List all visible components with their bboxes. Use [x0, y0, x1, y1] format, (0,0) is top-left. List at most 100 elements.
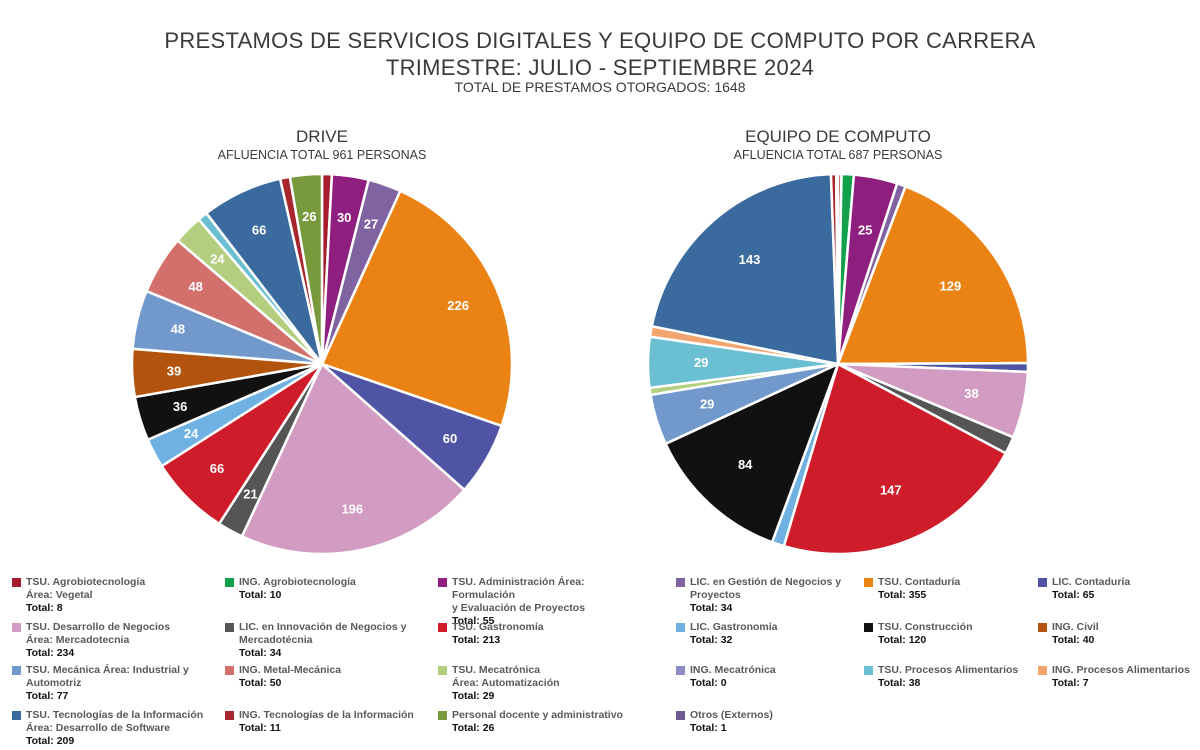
legend-total: Total: 10 [239, 589, 282, 601]
drive-slice-label: 36 [173, 399, 187, 414]
legend-total: Total: 355 [878, 589, 927, 601]
legend-item: ING. Mecatrónica Total: 0 [676, 664, 876, 690]
legend-total: Total: 65 [1052, 589, 1095, 601]
legend-swatch [225, 711, 234, 720]
legend-item: TSU. Tecnologías de la Información Área:… [12, 709, 212, 748]
legend-swatch [225, 578, 234, 587]
legend-total: Total: 29 [452, 690, 495, 702]
drive-slice-label: 196 [341, 502, 363, 517]
legend-swatch [225, 623, 234, 632]
legend-item: LIC. en Innovación de Negocios y Mercado… [225, 621, 425, 660]
legend-label: LIC. Gastronomía [690, 621, 778, 633]
drive-slice-label: 39 [167, 364, 181, 379]
equipo-slice-label: 129 [940, 279, 962, 294]
legend-swatch [438, 623, 447, 632]
legend-label: TSU. Agrobiotecnología Área: Vegetal [26, 576, 146, 601]
legend-label: Otros (Externos) [690, 709, 773, 721]
legend-item: TSU. Desarrollo de Negocios Área: Mercad… [12, 621, 212, 660]
legend-swatch [12, 666, 21, 675]
legend-total: Total: 213 [452, 634, 501, 646]
legend-total: Total: 8 [26, 602, 63, 614]
drive-slice-label: 26 [302, 209, 316, 224]
legend-item: TSU. Contaduría Total: 355 [864, 576, 1064, 602]
equipo-slice-label: 84 [738, 457, 753, 472]
equipo-slice-label: 29 [694, 355, 708, 370]
equipo-slice-label: 147 [880, 483, 902, 498]
legend-total: Total: 7 [1052, 677, 1089, 689]
legend-swatch [438, 666, 447, 675]
drive-chart-title: DRIVE [296, 127, 348, 146]
legend-total: Total: 38 [878, 677, 921, 689]
total-loans: TOTAL DE PRESTAMOS OTORGADOS: 1648 [454, 79, 746, 95]
legend-label: TSU. Desarrollo de Negocios Área: Mercad… [26, 621, 171, 646]
drive-slice-label: 27 [364, 217, 378, 232]
legend-total: Total: 234 [26, 647, 75, 659]
legend-label: TSU. Contaduría [878, 576, 961, 588]
legend-item: Otros (Externos) Total: 1 [676, 709, 876, 735]
legend-total: Total: 77 [26, 690, 69, 702]
legend-item: LIC. Gastronomía Total: 32 [676, 621, 876, 647]
legend-total: Total: 55 [452, 615, 495, 627]
legend-total: Total: 11 [239, 722, 281, 734]
legend-item: TSU. Mecánica Área: Industrial y Automot… [12, 664, 212, 703]
legend-item: ING. Metal-Mecánica Total: 50 [225, 664, 425, 690]
page-subtitle: TRIMESTRE: JULIO - SEPTIEMBRE 2024 [385, 55, 815, 80]
equipo-slice [836, 184, 1030, 366]
drive-slice-label: 66 [210, 461, 224, 476]
equipo-chart-title: EQUIPO DE COMPUTO [745, 127, 931, 146]
drive-slice-label: 24 [184, 426, 199, 441]
legend-item: ING. Procesos Alimentarios Total: 7 [1038, 664, 1200, 690]
legend-label: ING. Tecnologías de la Información [239, 709, 414, 721]
drive-slice-label: 48 [171, 322, 185, 337]
legend-item: ING. Tecnologías de la Información Total:… [225, 709, 425, 735]
drive-chart-subtitle: AFLUENCIA TOTAL 961 PERSONAS [217, 148, 427, 162]
drive-pie: 30 27 226 60 196 21 66 24 36 39 48 48 24 66 26 [130, 172, 514, 556]
legend-swatch [676, 711, 685, 720]
legend-label: ING. Mecatrónica [690, 664, 776, 676]
legend-label: ING. Procesos Alimentarios [1052, 664, 1190, 676]
legend-swatch [676, 666, 685, 675]
drive-slice-label: 30 [337, 210, 351, 225]
legend-label: LIC. en Gestión de Negocios y Proyectos [690, 576, 842, 601]
legend-item: TSU. Agrobiotecnología Área: Vegetal Tota… [12, 576, 212, 615]
legend-label: ING. Agrobiotecnología [239, 576, 356, 588]
legend-item: ING. Civil Total: 40 [1038, 621, 1200, 647]
legend-item: TSU. Construcción Total: 120 [864, 621, 1064, 647]
legend-total: Total: 26 [452, 722, 495, 734]
legend-label: TSU. Administración Área: Formulación y … [452, 576, 586, 614]
legend-label: LIC. Contaduría [1052, 576, 1131, 588]
legend-swatch [12, 623, 21, 632]
drive-slice-label: 21 [243, 486, 257, 501]
legend-label: TSU. Mecatrónica Área: Automatización [452, 664, 560, 689]
equipo-slice [834, 172, 840, 365]
legend-swatch [676, 623, 685, 632]
legend-item: LIC. Contaduría Total: 65 [1038, 576, 1200, 602]
legend-swatch [1038, 578, 1047, 587]
legend-label: TSU. Mecánica Área: Industrial y Automot… [26, 664, 189, 689]
legend-total: Total: 34 [690, 602, 733, 614]
legend-swatch [1038, 666, 1047, 675]
equipo-pie: 25 129 38 147 84 29 29 143 [646, 172, 1030, 556]
legend-label: TSU. Procesos Alimentarios [878, 664, 1019, 676]
legend-label: TSU. Tecnologías de la Información Área:… [26, 709, 204, 734]
legend-swatch [12, 578, 21, 587]
legend-swatch [438, 711, 447, 720]
legend-total: Total: 32 [690, 634, 733, 646]
legend-total: Total: 1 [690, 722, 727, 734]
legend-swatch [225, 666, 234, 675]
legend-item: TSU. Mecatrónica Área: Automatización Tot… [438, 664, 638, 703]
legend-total: Total: 0 [690, 677, 727, 689]
legend-item: TSU. Administración Área: Formulación y … [438, 576, 638, 628]
legend-total: Total: 209 [26, 735, 75, 747]
legend-swatch [864, 666, 873, 675]
equipo-slice [782, 362, 1008, 556]
drive-slice [320, 189, 514, 428]
legend-item: LIC. en Gestión de Negocios y Proyectos T… [676, 576, 876, 615]
legend-total: Total: 50 [239, 677, 282, 689]
legend-swatch [676, 578, 685, 587]
legend-swatch [864, 578, 873, 587]
equipo-slice-label: 29 [700, 397, 714, 412]
legend-item: TSU. Gastronomía Total: 213 [438, 621, 638, 647]
drive-slice-label: 66 [252, 222, 266, 237]
